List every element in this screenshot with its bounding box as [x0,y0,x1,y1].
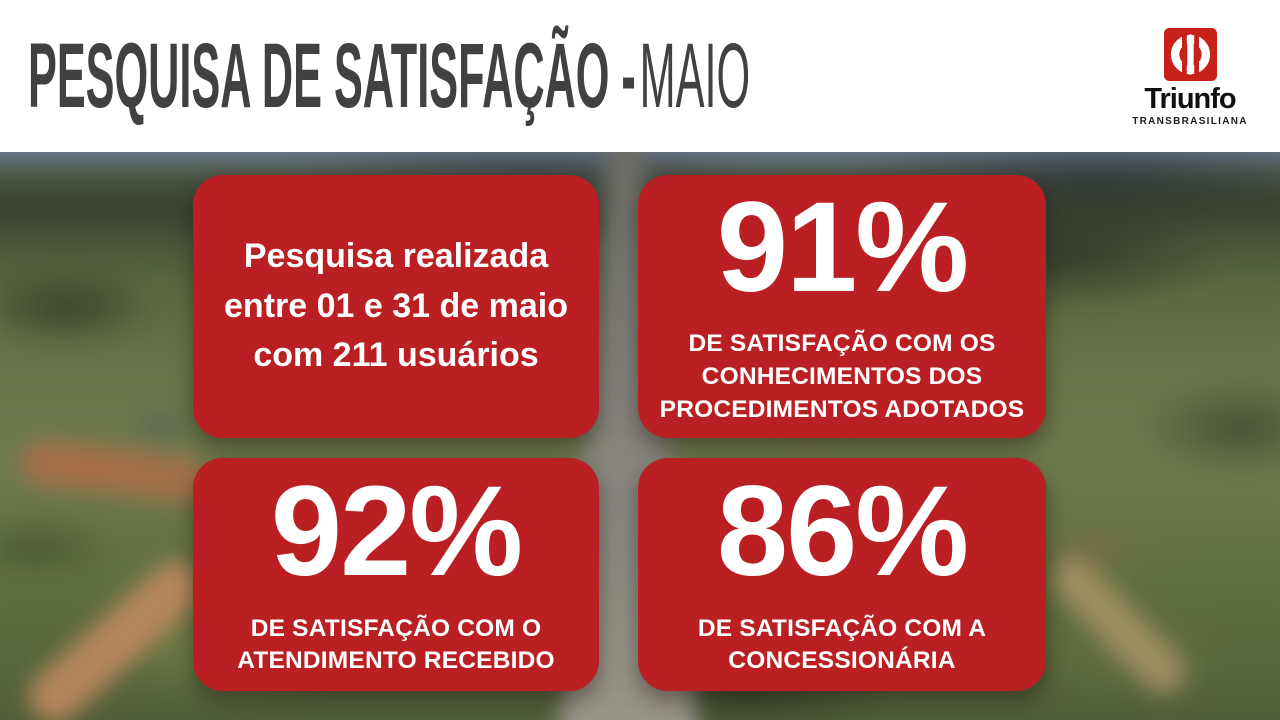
logo-subtitle: TRANSBRASILIANA [1132,116,1248,127]
page-title: PESQUISA DE SATISFAÇÃO -MAIO [28,30,750,122]
triunfo-logo-icon [1163,28,1217,81]
survey-info-text: Pesquisa realizada entre 01 e 31 de maio… [224,237,568,375]
stat-label-concessionaire: DE SATISFAÇÃO COM A CONCESSIONÁRIA [697,614,987,675]
stat-label-service: DE SATISFAÇÃO COM O ATENDIMENTO RECEBIDO [237,614,555,675]
logo: Triunfo TRANSBRASILIANA [1130,28,1250,127]
header: PESQUISA DE SATISFAÇÃO -MAIO Triunfo TRA… [0,0,1280,152]
page-title-main: PESQUISA DE SATISFAÇÃO - [28,25,636,127]
stat-value-concessionaire: 86% [716,460,969,604]
card-stat-concessionaire: 86% DE SATISFAÇÃO COM A CONCESSIONÁRIA [638,458,1046,691]
card-stat-service: 92% DE SATISFAÇÃO COM O ATENDIMENTO RECE… [193,458,599,691]
card-stat-procedures: 91% DE SATISFAÇÃO COM OS CONHECIMENTOS D… [638,175,1046,438]
stat-label-procedures: DE SATISFAÇÃO COM OS CONHECIMENTOS DOS P… [659,330,1025,423]
logo-wordmark: Triunfo [1144,83,1236,115]
stats-grid: Pesquisa realizada entre 01 e 31 de maio… [193,175,1046,691]
stat-value-service: 92% [270,460,523,604]
card-survey-info: Pesquisa realizada entre 01 e 31 de maio… [193,175,599,438]
page-title-month: MAIO [639,25,751,127]
stat-value-procedures: 91% [716,175,969,319]
